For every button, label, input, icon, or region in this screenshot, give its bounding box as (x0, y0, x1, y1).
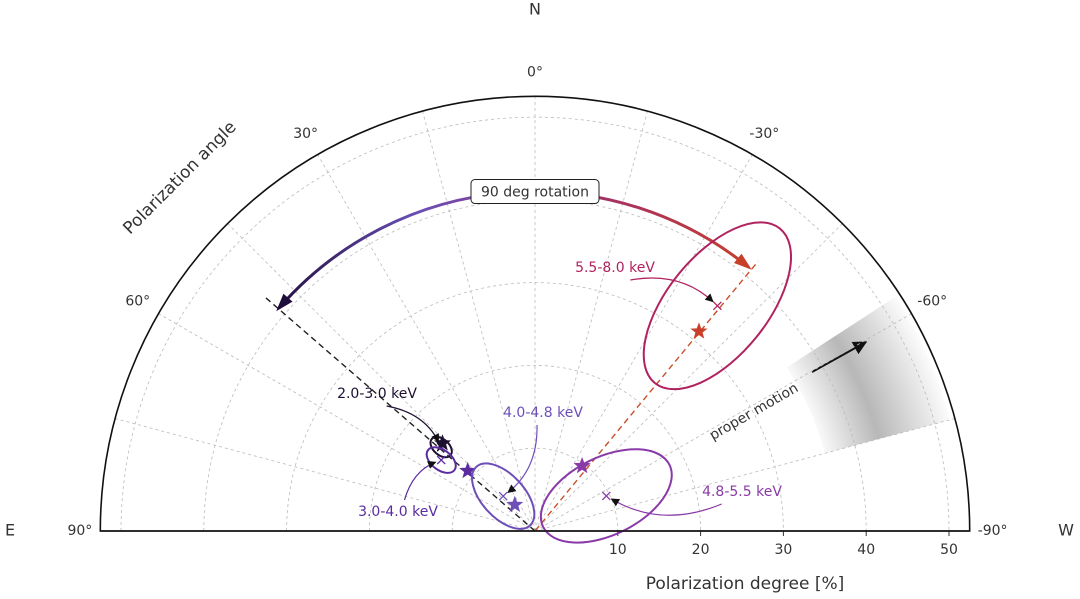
grid-spoke (227, 223, 536, 532)
angle-tick-label: -30° (749, 126, 779, 142)
star-marker (690, 322, 708, 339)
series-label: 4.8-5.5 keV (702, 484, 782, 500)
radial-axis-label: Polarization degree [%] (646, 574, 845, 594)
rotation-label-box (470, 179, 600, 205)
angle-tick-label: -60° (917, 294, 947, 310)
label-arrow (610, 498, 722, 516)
angle-tick-label: 90° (67, 523, 92, 539)
plot: 10 20 30 40 50 90° 60° 30° 0° -30° -60° -90° 90 deg … (67, 64, 1008, 558)
label-arrow (630, 277, 714, 303)
grid-ring (451, 447, 619, 532)
grid-ring (369, 365, 701, 532)
outer-frame (99, 95, 971, 532)
grid-spoke (534, 313, 912, 532)
rotation-arrowhead (276, 293, 293, 312)
grid-spoke (534, 111, 648, 532)
measurement-x (712, 301, 722, 311)
grid-ring (203, 199, 867, 532)
angle-tick-label: -90° (978, 523, 1008, 539)
direction-line (534, 260, 759, 532)
r-tick-label: 50 (940, 542, 958, 558)
proper-motion-band (786, 296, 951, 454)
contour (642, 221, 793, 391)
grid-spoke (534, 418, 955, 532)
grid-spoke (534, 223, 843, 532)
series-label: 5.5-8.0 keV (575, 260, 655, 276)
grid-spoke (317, 154, 536, 532)
grid-ring (120, 116, 950, 532)
rotation-arc (277, 190, 750, 310)
north-label: N (529, 0, 541, 19)
r-tick-label: 10 (609, 542, 627, 558)
measurement-x (601, 491, 611, 501)
label-arrow (403, 460, 437, 501)
grid-spoke (115, 418, 536, 532)
label-arrow (386, 405, 440, 443)
angle-tick-label: 0° (527, 64, 543, 80)
angle-tick-label: 30° (293, 126, 318, 142)
rotation-label: 90 deg rotation (481, 185, 589, 201)
rotation-arrowhead (733, 253, 752, 270)
grid-spoke (534, 154, 753, 532)
series-label: 2.0-3.0 keV (337, 386, 417, 402)
angle-tick-label: 60° (125, 294, 150, 310)
star-marker (433, 434, 452, 451)
grid-spoke (422, 111, 536, 532)
measurement-x (436, 455, 446, 465)
r-tick-label: 40 (857, 542, 875, 558)
star-marker (506, 495, 524, 513)
r-tick-label: 20 (692, 542, 710, 558)
label-arrow (507, 424, 538, 493)
r-tick-label: 30 (774, 542, 792, 558)
measurement-x (498, 491, 508, 501)
star-marker (573, 456, 591, 474)
series-label: 3.0-4.0 keV (358, 504, 438, 520)
proper-motion-label: proper motion (707, 380, 801, 444)
series-label: 4.0-4.8 keV (503, 405, 583, 421)
east-label: E (5, 521, 15, 540)
angle-axis-label: Polarization angle (119, 117, 240, 238)
direction-line (264, 296, 536, 532)
grid-spoke (158, 313, 536, 532)
proper-motion-arrow (811, 341, 868, 373)
west-label: W (1058, 521, 1074, 540)
star-marker (459, 461, 477, 479)
